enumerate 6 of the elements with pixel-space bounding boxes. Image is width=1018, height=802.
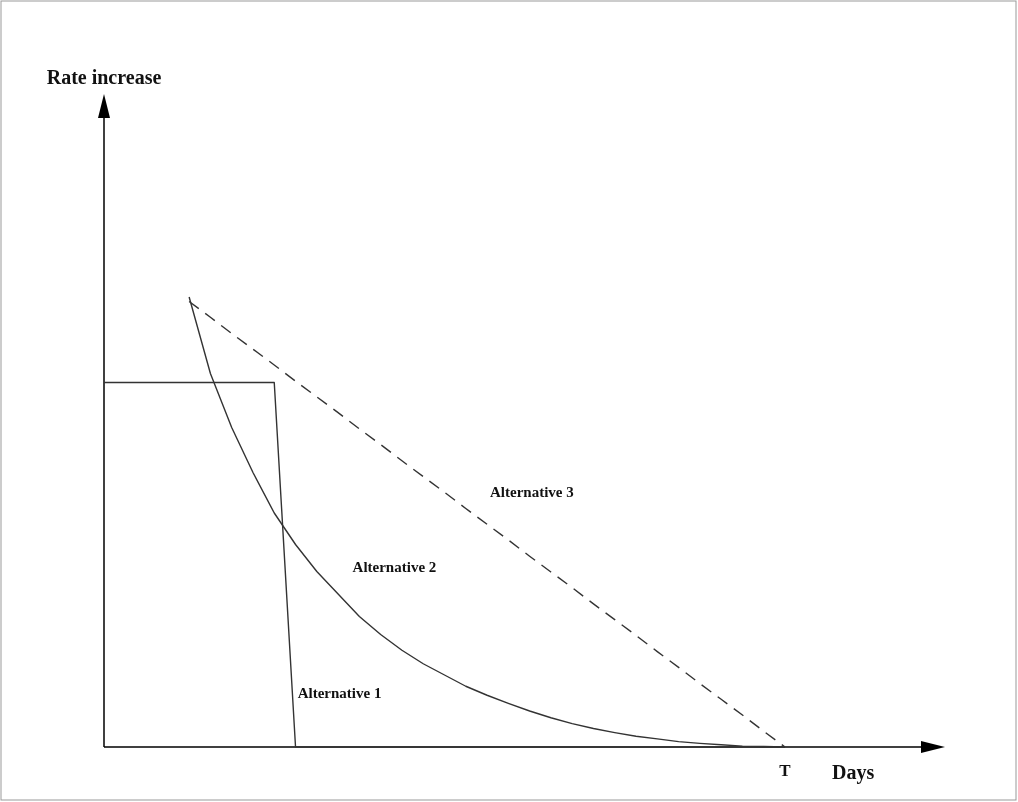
series-label: Alternative 1 bbox=[297, 684, 382, 701]
series-label: Alternative 3 bbox=[490, 484, 574, 501]
x-axis-title: Days bbox=[832, 761, 875, 784]
series-label: Alternative 2 bbox=[352, 558, 437, 575]
text: T bbox=[779, 761, 792, 780]
text: Rate increase bbox=[46, 66, 162, 88]
